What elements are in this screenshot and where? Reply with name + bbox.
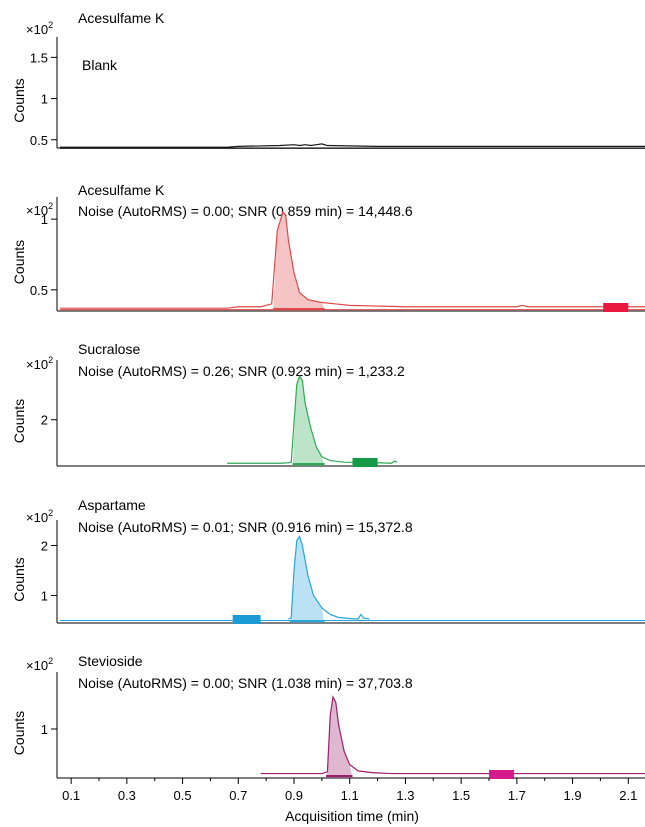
- y-tick-label: 1: [41, 589, 48, 604]
- panel-4: ×102 Aspartame Noise (AutoRMS) = 0.01; SNR…: [11, 497, 645, 624]
- scale-label: ×102: [26, 20, 53, 37]
- panel-subtitle: Blank: [82, 57, 118, 73]
- x-tick-label: 0.5: [174, 788, 192, 803]
- y-tick-label: 2: [41, 413, 48, 428]
- x-tick-label: 1.9: [564, 788, 582, 803]
- x-tick-label: 0.9: [285, 788, 303, 803]
- y-tick-label: 1: [41, 92, 48, 107]
- panel-subtitle: Noise (AutoRMS) = 0.00; SNR (0.859 min) …: [78, 203, 413, 219]
- series-line: [288, 535, 370, 620]
- panel-5: ×102 Stevioside Noise (AutoRMS) = 0.00; SN…: [11, 653, 645, 779]
- y-tick-label: 0.5: [30, 283, 48, 298]
- y-tick-label: 0.5: [30, 133, 48, 148]
- series-line: [227, 374, 398, 464]
- y-axis-label: Counts: [11, 711, 27, 755]
- y-axis-label: Counts: [11, 557, 27, 601]
- x-tick-label: 1.1: [341, 788, 359, 803]
- x-tick-label: 0.1: [62, 788, 80, 803]
- panel-title: Acesulfame K: [78, 182, 165, 198]
- y-tick-label: 2: [41, 539, 48, 554]
- panel-subtitle: Noise (AutoRMS) = 0.01; SNR (0.916 min) …: [78, 519, 413, 535]
- panel-3: ×102 Sucralose Noise (AutoRMS) = 0.26; SNR…: [11, 341, 645, 467]
- y-axis-label: Counts: [11, 78, 27, 122]
- panel-title: Aspartame: [78, 497, 146, 513]
- series-line: [60, 143, 645, 148]
- series-line: [260, 695, 645, 775]
- range-marker: [489, 770, 515, 779]
- panel-title: Sucralose: [78, 341, 140, 357]
- range-marker: [352, 458, 378, 467]
- y-axis-label: Counts: [11, 240, 27, 284]
- y-tick-label: 1: [41, 212, 48, 227]
- panel-title: Acesulfame K: [78, 10, 165, 26]
- x-tick-label: 1.5: [452, 788, 470, 803]
- series-line: [60, 210, 645, 309]
- panel-subtitle: Noise (AutoRMS) = 0.26; SNR (0.923 min) …: [78, 363, 405, 379]
- range-marker: [232, 615, 261, 624]
- y-tick-label: 1.5: [30, 50, 48, 65]
- x-tick-label: 0.3: [118, 788, 136, 803]
- x-axis-label: Acquisition time (min): [285, 808, 419, 824]
- peak-area: [289, 536, 325, 623]
- peak-area: [326, 696, 353, 778]
- y-axis-label: Counts: [11, 399, 27, 443]
- peak-area: [273, 212, 325, 311]
- range-marker: [603, 303, 629, 312]
- y-tick-label: 1: [41, 722, 48, 737]
- x-tick-label: 1.7: [508, 788, 526, 803]
- x-tick-label: 0.7: [229, 788, 247, 803]
- panel-title: Stevioside: [78, 653, 143, 669]
- x-axis: 0.1 0.3 0.5 0.7 0.9 1.1 1.3 1.5 1.7 1.9 2.1 Acquisi…: [62, 778, 637, 824]
- scale-label: ×102: [26, 355, 53, 372]
- scale-label: ×102: [26, 656, 53, 673]
- panel-subtitle: Noise (AutoRMS) = 0.00; SNR (1.038 min) …: [78, 675, 413, 691]
- scale-label: ×102: [26, 201, 53, 218]
- x-tick-label: 1.3: [396, 788, 414, 803]
- panel-2: ×102 Acesulfame K Noise (AutoRMS) = 0.00; …: [11, 182, 645, 312]
- scale-label: ×102: [26, 508, 53, 525]
- x-tick-label: 2.1: [619, 788, 637, 803]
